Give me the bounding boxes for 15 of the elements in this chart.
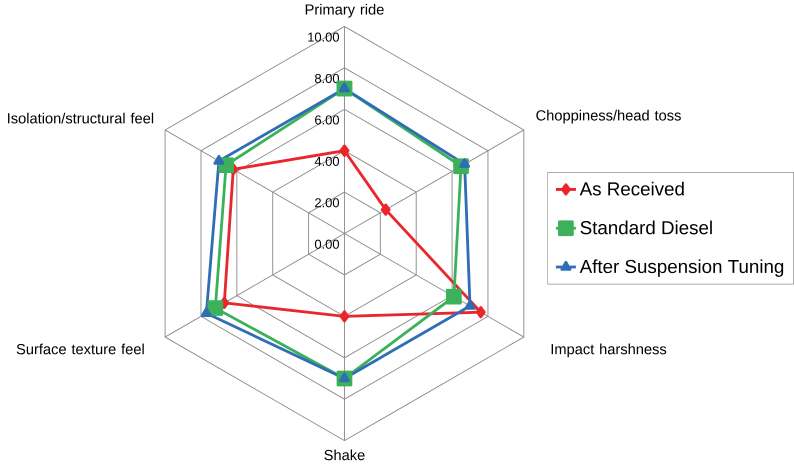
spoke-label: Shake — [324, 449, 365, 460]
spoke-label: Impact harshness — [552, 343, 666, 358]
legend-label: As Received — [580, 182, 684, 196]
spoke-label: Primary ride — [306, 4, 384, 18]
legend-label: Standard Diesel — [580, 220, 712, 234]
spoke-label: Isolation/structural feel — [8, 112, 154, 124]
y-tick-label: 0.00 — [314, 240, 340, 249]
y-tick-label: 4.00 — [314, 156, 340, 166]
y-tick-label: 2.00 — [315, 198, 340, 208]
legend-label: After Suspension Tuning — [580, 259, 784, 277]
y-tick-label: 10.00 — [308, 32, 340, 42]
spoke-label: Choppiness/head toss — [536, 110, 681, 124]
y-tick-label: 6.00 — [315, 115, 340, 124]
spoke-label: Surface texture feel — [16, 343, 144, 354]
y-tick-label: 8.00 — [314, 74, 340, 84]
